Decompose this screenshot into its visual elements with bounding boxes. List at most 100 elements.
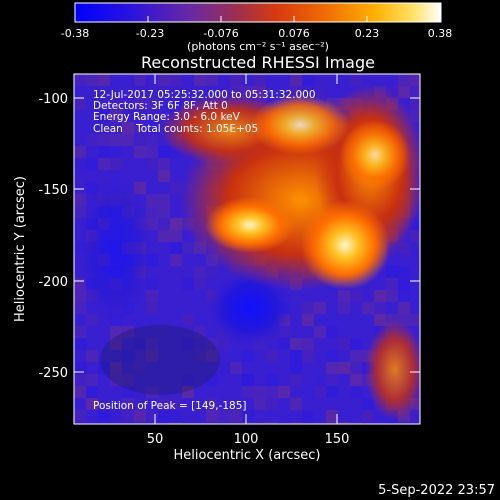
image-pixel bbox=[110, 338, 122, 350]
image-pixel bbox=[242, 374, 254, 386]
image-pixel bbox=[326, 362, 338, 374]
image-pixel bbox=[74, 386, 86, 398]
image-pixel bbox=[98, 158, 110, 170]
image-pixel bbox=[98, 134, 110, 146]
image-pixel bbox=[182, 386, 194, 398]
image-pixel bbox=[182, 314, 194, 326]
image-pixel bbox=[410, 230, 420, 242]
image-pixel bbox=[398, 278, 410, 290]
image-pixel bbox=[146, 338, 158, 350]
image-pixel bbox=[170, 242, 182, 254]
y-tick-label: -150 bbox=[38, 183, 68, 198]
image-pixel bbox=[74, 158, 86, 170]
image-pixel bbox=[74, 74, 86, 86]
image-pixel bbox=[206, 374, 218, 386]
image-pixel bbox=[182, 278, 194, 290]
image-pixel bbox=[290, 338, 302, 350]
image-pixel bbox=[398, 302, 410, 314]
image-pixel bbox=[230, 410, 242, 422]
image-pixel bbox=[134, 350, 146, 362]
image-pixel bbox=[146, 386, 158, 398]
image-pixel bbox=[170, 398, 182, 410]
image-pixel bbox=[266, 410, 278, 422]
image-pixel bbox=[194, 350, 206, 362]
image-pixel bbox=[170, 230, 182, 242]
image-pixel bbox=[314, 326, 326, 338]
image-pixel bbox=[134, 338, 146, 350]
image-pixel bbox=[134, 314, 146, 326]
image-pixel bbox=[410, 86, 420, 98]
image-pixel bbox=[110, 158, 122, 170]
image-pixel bbox=[242, 86, 254, 98]
image-pixel bbox=[170, 410, 182, 422]
image-pixel bbox=[194, 74, 206, 86]
image-pixel bbox=[194, 290, 206, 302]
colorbar bbox=[74, 2, 442, 23]
image-pixel bbox=[374, 314, 386, 326]
image-pixel bbox=[338, 290, 350, 302]
image-pixel bbox=[134, 146, 146, 158]
rhessi-image bbox=[74, 74, 420, 424]
image-pixel bbox=[170, 326, 182, 338]
image-pixel bbox=[98, 146, 110, 158]
image-pixel bbox=[314, 422, 326, 424]
image-pixel bbox=[326, 350, 338, 362]
image-pixel bbox=[86, 398, 98, 410]
image-pixel bbox=[74, 98, 86, 110]
image-pixel bbox=[266, 350, 278, 362]
image-pixel bbox=[386, 278, 398, 290]
image-pixel bbox=[146, 350, 158, 362]
image-pixel bbox=[218, 362, 230, 374]
image-pixel bbox=[338, 362, 350, 374]
info-line: Detectors: 3F 6F 8F, Att 0 bbox=[93, 100, 228, 112]
image-pixel bbox=[86, 338, 98, 350]
image-pixel bbox=[122, 350, 134, 362]
image-pixel bbox=[158, 170, 170, 182]
image-pixel bbox=[350, 350, 362, 362]
image-pixel bbox=[194, 86, 206, 98]
image-pixel bbox=[86, 98, 98, 110]
x-axis-label: Heliocentric X (arcsec) bbox=[174, 448, 321, 463]
image-pixel bbox=[230, 398, 242, 410]
peak-position-label: Position of Peak = [149,-185] bbox=[93, 400, 247, 412]
image-pixel bbox=[122, 338, 134, 350]
image-pixel bbox=[350, 290, 362, 302]
image-pixel bbox=[182, 242, 194, 254]
image-pixel bbox=[266, 74, 278, 86]
image-pixel bbox=[98, 362, 110, 374]
image-pixel bbox=[122, 326, 134, 338]
y-tick-label: -100 bbox=[38, 92, 68, 107]
image-pixel bbox=[326, 386, 338, 398]
image-pixel bbox=[134, 410, 146, 422]
image-pixel bbox=[74, 302, 86, 314]
image-pixel bbox=[290, 362, 302, 374]
image-pixel bbox=[410, 74, 420, 86]
colorbar-tick-label: 0.38 bbox=[428, 27, 453, 40]
image-pixel bbox=[266, 422, 278, 424]
image-pixel bbox=[386, 302, 398, 314]
image-pixel bbox=[230, 74, 242, 86]
image-pixel bbox=[110, 362, 122, 374]
colorbar-units: (photons cm⁻² s⁻¹ asec⁻²) bbox=[187, 40, 329, 53]
image-pixel bbox=[86, 134, 98, 146]
image-pixel bbox=[362, 398, 374, 410]
image-pixel bbox=[314, 302, 326, 314]
image-pixel bbox=[350, 374, 362, 386]
image-pixel bbox=[110, 98, 122, 110]
image-pixel bbox=[206, 398, 218, 410]
y-axis-label: Heliocentric Y (arcsec) bbox=[13, 176, 28, 322]
colorbar-tick-label: -0.23 bbox=[136, 27, 164, 40]
image-pixel bbox=[194, 314, 206, 326]
image-pixel bbox=[230, 362, 242, 374]
image-pixel bbox=[110, 110, 122, 122]
image-pixel bbox=[386, 266, 398, 278]
image-pixel bbox=[134, 74, 146, 86]
image-pixel bbox=[74, 122, 86, 134]
image-pixel bbox=[158, 206, 170, 218]
image-pixel bbox=[146, 146, 158, 158]
image-pixel bbox=[86, 350, 98, 362]
image-pixel bbox=[302, 386, 314, 398]
image-pixel bbox=[206, 86, 218, 98]
info-line: Energy Range: 3.0 - 6.0 keV bbox=[93, 111, 241, 123]
